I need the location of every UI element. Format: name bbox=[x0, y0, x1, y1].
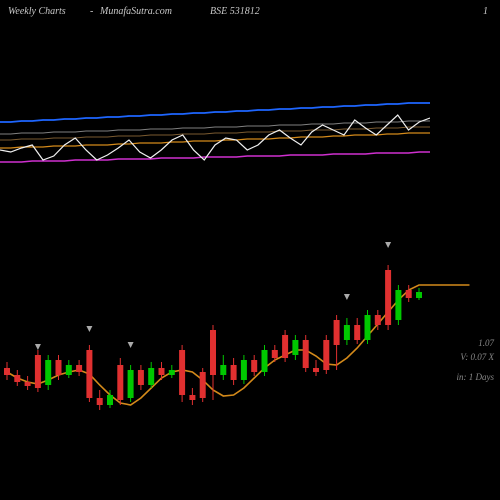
right-num: 1 bbox=[483, 6, 488, 17]
symbol-label: BSE 531812 bbox=[210, 6, 260, 17]
indicator-lines-svg bbox=[0, 90, 430, 180]
chart-header: Weekly Charts - MunafaSutra.com BSE 5318… bbox=[0, 6, 500, 24]
price-panel bbox=[0, 200, 500, 500]
chart-container: Weekly Charts - MunafaSutra.com BSE 5318… bbox=[0, 0, 500, 500]
chart-title: Weekly Charts bbox=[8, 6, 66, 17]
indicator-panel bbox=[0, 90, 430, 180]
side-value-2: V: 0.07 X bbox=[460, 352, 494, 362]
source-label: MunafaSutra.com bbox=[100, 6, 172, 17]
side-value-1: 1.07 bbox=[478, 338, 494, 348]
side-value-3: in: 1 Days bbox=[457, 372, 495, 382]
candlestick-svg bbox=[0, 200, 500, 460]
dash-sep: - bbox=[90, 6, 93, 17]
